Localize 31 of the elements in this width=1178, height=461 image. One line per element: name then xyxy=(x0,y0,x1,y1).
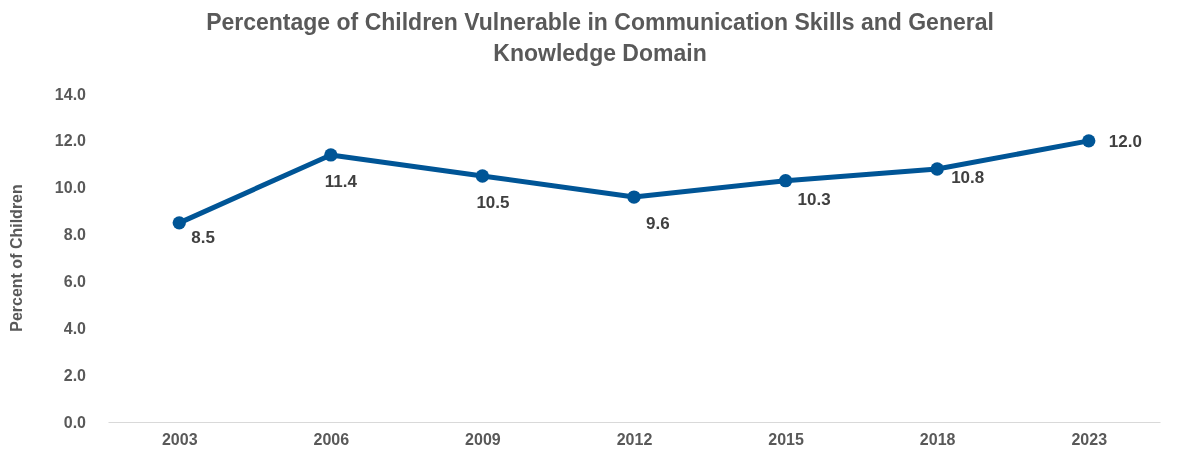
x-tick-label: 2003 xyxy=(161,431,198,449)
text: 9.6 xyxy=(646,214,670,234)
point xyxy=(1082,134,1096,148)
point xyxy=(324,148,338,162)
point xyxy=(475,169,490,183)
x-tick-label: 2009 xyxy=(465,431,501,449)
x-tick-label: 2018 xyxy=(919,431,956,449)
text: 10.8 xyxy=(951,167,985,187)
point xyxy=(930,162,944,176)
text: 12.0 xyxy=(1108,131,1142,151)
y-tick-label: 10.0 xyxy=(54,179,87,197)
x-tick-label: 2023 xyxy=(1071,431,1108,449)
point xyxy=(778,174,793,188)
text: 10.5 xyxy=(476,193,510,212)
y-tick-label: 12.0 xyxy=(54,132,87,150)
y-tick-label: 2.0 xyxy=(63,366,87,384)
text: 8.5 xyxy=(191,227,215,247)
text: 10.3 xyxy=(797,189,831,209)
text: 11.4 xyxy=(324,171,357,191)
y-axis-title: Percent of Children xyxy=(8,184,25,332)
x-tick-label: 2006 xyxy=(313,431,350,449)
y-tick-label: 14.0 xyxy=(54,85,87,103)
y-tick-label: 0.0 xyxy=(63,413,87,431)
x-tick-label: 2012 xyxy=(616,431,653,449)
x-tick-label: 2015 xyxy=(768,431,804,449)
point xyxy=(172,216,186,230)
chart-title: Percentage of Children Vulnerable in Communication Skills and General Knowledge Domain xyxy=(206,9,994,66)
y-tick-label: 4.0 xyxy=(63,319,87,337)
y-tick-label: 6.0 xyxy=(63,273,87,291)
point xyxy=(627,190,641,204)
y-tick-label: 8.0 xyxy=(63,226,87,244)
